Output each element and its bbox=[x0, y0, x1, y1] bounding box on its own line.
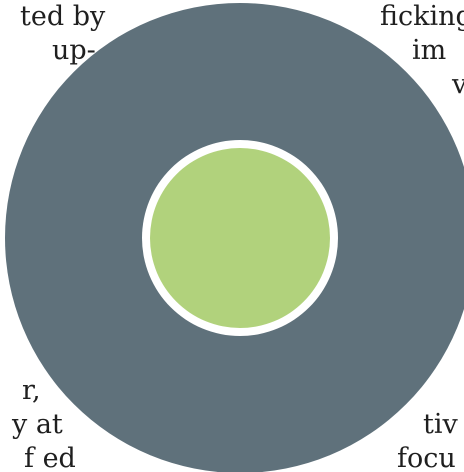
background-text-fragment: v bbox=[452, 69, 464, 100]
background-text-fragment: ficking bbox=[380, 1, 464, 32]
background-text-fragment: f ed bbox=[24, 443, 76, 472]
inner-circle bbox=[150, 148, 330, 328]
background-text-fragment: focu bbox=[397, 443, 456, 472]
background-text-fragment: y at bbox=[12, 409, 63, 440]
background-text-fragment: tiv bbox=[423, 409, 458, 440]
background-text-fragment: ted by bbox=[20, 1, 106, 32]
background-text-fragment: im bbox=[412, 35, 447, 66]
background-text-fragment: r, bbox=[22, 375, 41, 406]
